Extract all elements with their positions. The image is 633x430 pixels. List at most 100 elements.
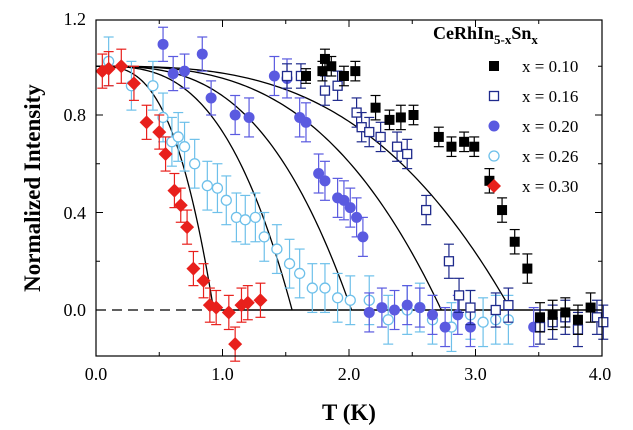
data-point (239, 214, 251, 226)
data-point (382, 314, 394, 326)
data-point (469, 141, 480, 152)
data-point (503, 299, 514, 311)
fit-curve-1 (96, 65, 442, 311)
data-point (205, 92, 217, 104)
data-point (101, 61, 116, 76)
data-point (509, 236, 520, 247)
data-point (453, 290, 465, 301)
data-point (300, 71, 311, 81)
fit-curve-2 (96, 65, 353, 311)
data-point (158, 147, 173, 161)
y-axis-title: Normalized Intensity (20, 84, 45, 292)
data-point (229, 109, 241, 121)
data-point (228, 337, 243, 352)
x-tick-labels: 0.0 1.0 2.0 3.0 4.0 (85, 364, 612, 384)
legend-marker (488, 90, 500, 102)
legend-marker (487, 179, 501, 193)
data-point (317, 66, 328, 77)
legend-label: x = 0.26 (522, 147, 578, 166)
data-point (389, 304, 401, 316)
legend-label: x = 0.30 (522, 177, 578, 196)
data-point (283, 258, 296, 270)
data-point (201, 180, 213, 192)
data-point (585, 302, 596, 313)
data-point (452, 309, 464, 321)
data-point (376, 302, 388, 314)
x-axis-title: T (K) (322, 400, 376, 425)
data-point (402, 148, 413, 160)
data-point (443, 256, 455, 267)
data-point (391, 141, 403, 152)
data-point (173, 198, 188, 213)
legend: CeRhIn5-xSnx x = 0.10 x = 0.16 x = 0.20 … (433, 23, 578, 196)
data-point (240, 295, 255, 310)
data-point (179, 65, 191, 77)
data-point (157, 38, 169, 50)
data-point (477, 316, 489, 328)
data-point (189, 158, 201, 170)
data-points (95, 26, 609, 362)
y-tick-label: 0.8 (64, 105, 87, 125)
data-point (306, 282, 318, 294)
data-point (313, 168, 325, 179)
data-point (294, 267, 306, 280)
data-point (395, 112, 406, 123)
legend-marker (489, 61, 499, 71)
data-point (186, 261, 201, 276)
data-point (408, 110, 419, 120)
data-point (319, 85, 331, 96)
data-point (344, 294, 356, 306)
data-point (414, 302, 426, 314)
data-point (211, 182, 224, 194)
data-point (180, 220, 195, 235)
legend-label: x = 0.10 (522, 57, 578, 76)
y-tick-label: 0.4 (64, 203, 87, 223)
data-point (281, 70, 293, 82)
data-point (547, 309, 558, 320)
data-point (351, 211, 363, 223)
legend-title: CeRhIn5-xSnx (433, 23, 538, 47)
data-point (300, 116, 312, 128)
data-point (338, 194, 350, 206)
data-point (258, 231, 270, 243)
x-tick-label: 2.0 (338, 364, 361, 384)
data-point (364, 126, 375, 138)
data-point (319, 282, 331, 294)
y-tick-label: 1.2 (64, 9, 87, 29)
x-tick-label: 4.0 (589, 364, 612, 384)
legend-markers (487, 61, 501, 193)
data-point (401, 299, 413, 311)
data-point (196, 273, 211, 288)
data-point (338, 71, 349, 81)
data-point (421, 204, 432, 216)
data-point (433, 131, 444, 142)
data-point (484, 175, 495, 186)
legend-label: x = 0.20 (522, 117, 578, 136)
data-point (172, 131, 184, 143)
data-point (167, 68, 179, 80)
data-point (196, 48, 208, 60)
data-point (139, 115, 154, 130)
data-point (152, 125, 167, 140)
data-point (439, 321, 451, 333)
data-point (350, 66, 361, 77)
data-point (384, 114, 395, 125)
data-point (497, 205, 508, 216)
data-point (319, 53, 330, 64)
data-point (319, 175, 331, 187)
data-point (178, 141, 191, 153)
fit-curve-3 (96, 65, 293, 311)
data-point (598, 317, 609, 328)
data-point (249, 211, 262, 224)
data-point (268, 70, 280, 82)
y-tick-labels: 0.0 0.4 0.8 1.2 (64, 9, 87, 320)
data-point (522, 263, 533, 274)
data-point (560, 307, 571, 318)
data-point (167, 183, 182, 198)
data-point (220, 194, 232, 206)
x-tick-label: 1.0 (211, 364, 234, 384)
data-point (572, 314, 583, 325)
data-point (535, 312, 546, 323)
data-point (446, 141, 457, 152)
data-point (426, 309, 438, 321)
